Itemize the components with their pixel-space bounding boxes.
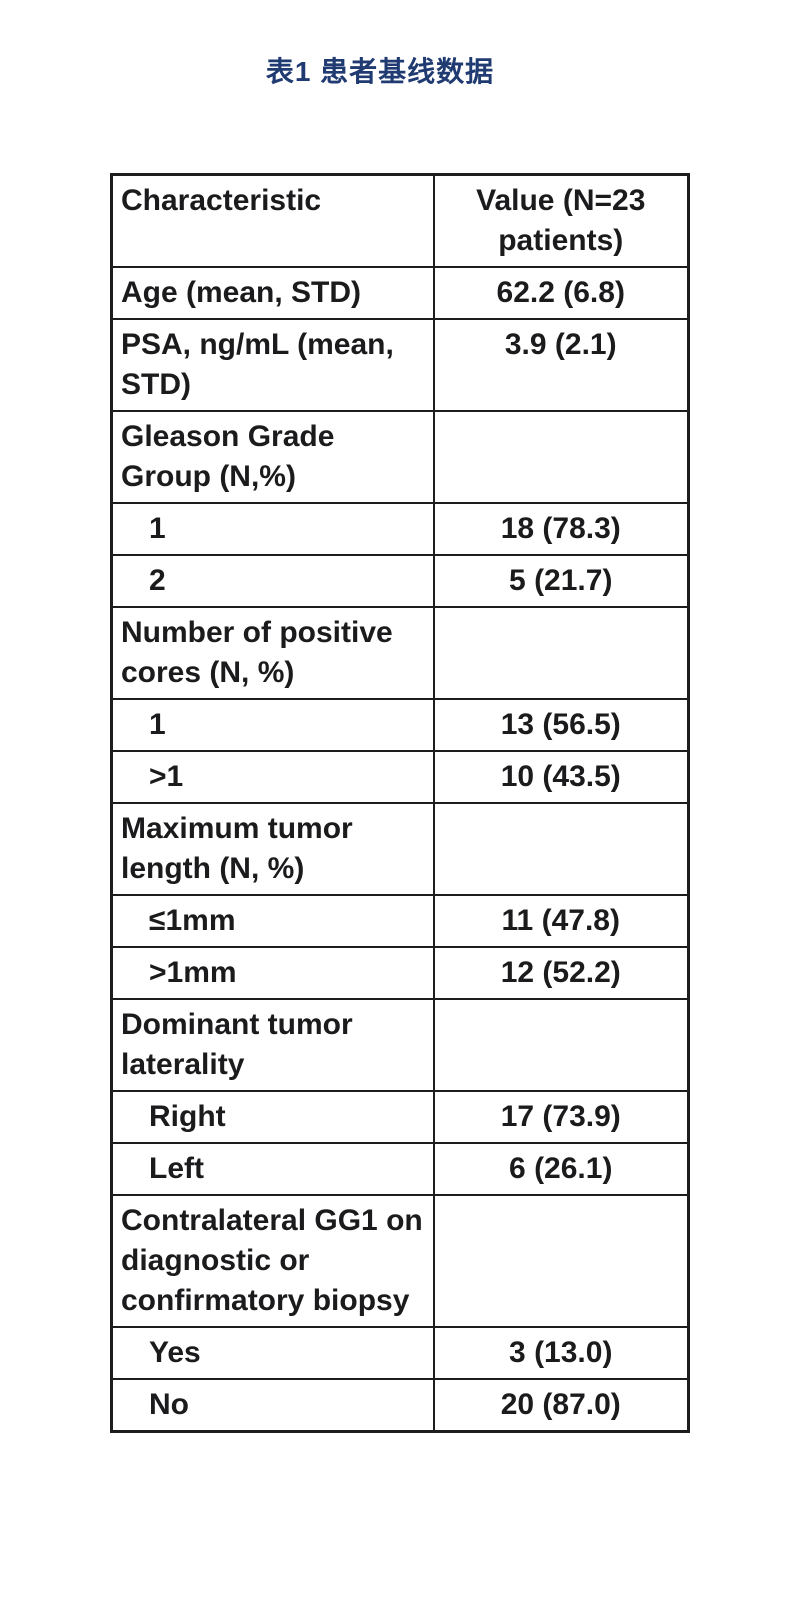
row-label-max-tumor-length: Maximum tumor length (N, %) [110, 802, 435, 896]
table-row: Left 6 (26.1) [110, 1142, 690, 1196]
table-row: 1 18 (78.3) [110, 502, 690, 556]
table-row: Right 17 (73.9) [110, 1090, 690, 1144]
row-label-psa: PSA, ng/mL (mean, STD) [110, 318, 435, 412]
table-title: 表1 患者基线数据 [265, 56, 495, 87]
row-value-age: 62.2 (6.8) [432, 266, 690, 320]
row-label-le1mm: ≤1mm [110, 894, 435, 948]
table-row: Yes 3 (13.0) [110, 1326, 690, 1380]
row-label-gleason-grade-group: Gleason Grade Group (N,%) [110, 410, 435, 504]
row-value-max-tumor-length [432, 802, 690, 896]
row-value-psa: 3.9 (2.1) [432, 318, 690, 412]
row-value-left: 6 (26.1) [432, 1142, 690, 1196]
row-value-yes: 3 (13.0) [432, 1326, 690, 1380]
row-value-cores-1: 13 (56.5) [432, 698, 690, 752]
table-row: >1mm 12 (52.2) [110, 946, 690, 1000]
row-value-le1mm: 11 (47.8) [432, 894, 690, 948]
row-label-cores-gt1: >1 [110, 750, 435, 804]
table-row: Number of positive cores (N, %) [110, 606, 690, 700]
table-row: Dominant tumor laterality [110, 998, 690, 1092]
header-value: Value (N=23 patients) [432, 173, 690, 268]
table-row: Contralateral GG1 on diagnostic or confi… [110, 1194, 690, 1328]
row-label-dominant-laterality: Dominant tumor laterality [110, 998, 435, 1092]
row-label-positive-cores: Number of positive cores (N, %) [110, 606, 435, 700]
row-value-gg-2: 5 (21.7) [432, 554, 690, 608]
row-label-gt1mm: >1mm [110, 946, 435, 1000]
row-value-gg-1: 18 (78.3) [432, 502, 690, 556]
row-value-cores-gt1: 10 (43.5) [432, 750, 690, 804]
table-row: 2 5 (21.7) [110, 554, 690, 608]
header-characteristic: Characteristic [110, 173, 435, 268]
row-value-gleason-grade-group [432, 410, 690, 504]
row-label-age: Age (mean, STD) [110, 266, 435, 320]
row-value-gt1mm: 12 (52.2) [432, 946, 690, 1000]
table-row: No 20 (87.0) [110, 1378, 690, 1433]
row-value-positive-cores [432, 606, 690, 700]
row-label-gg-2: 2 [110, 554, 435, 608]
row-label-right: Right [110, 1090, 435, 1144]
table-row: PSA, ng/mL (mean, STD) 3.9 (2.1) [110, 318, 690, 412]
row-label-gg-1: 1 [110, 502, 435, 556]
row-label-no: No [110, 1378, 435, 1433]
row-label-contralateral-gg1: Contralateral GG1 on diagnostic or confi… [110, 1194, 435, 1328]
table-header-row: Characteristic Value (N=23 patients) [110, 173, 690, 268]
row-label-cores-1: 1 [110, 698, 435, 752]
table-row: 1 13 (56.5) [110, 698, 690, 752]
baseline-characteristics-table: Characteristic Value (N=23 patients) Age… [110, 173, 690, 1433]
row-value-contralateral-gg1 [432, 1194, 690, 1328]
table-row: >1 10 (43.5) [110, 750, 690, 804]
table-row: Age (mean, STD) 62.2 (6.8) [110, 266, 690, 320]
row-label-left: Left [110, 1142, 435, 1196]
table-row: Maximum tumor length (N, %) [110, 802, 690, 896]
table-row: Gleason Grade Group (N,%) [110, 410, 690, 504]
row-label-yes: Yes [110, 1326, 435, 1380]
row-value-no: 20 (87.0) [432, 1378, 690, 1433]
row-value-dominant-laterality [432, 998, 690, 1092]
table-row: ≤1mm 11 (47.8) [110, 894, 690, 948]
row-value-right: 17 (73.9) [432, 1090, 690, 1144]
